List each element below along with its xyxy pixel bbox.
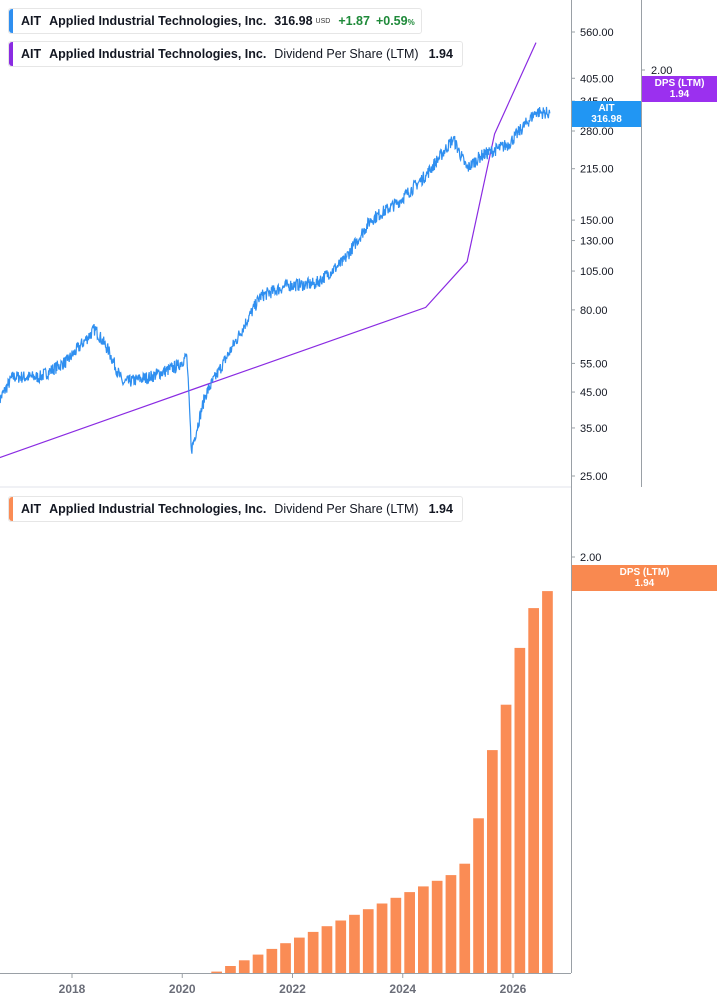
dps-bar — [252, 954, 264, 973]
dps-bar — [459, 863, 471, 973]
legend-company-name: Applied Industrial Technologies, Inc. — [49, 502, 267, 516]
dps-bar — [321, 926, 333, 973]
dps-bottom-tag-label: DPS (LTM) — [619, 567, 670, 578]
dps-line-legend-color — [9, 42, 13, 66]
legend-company-name: Applied Industrial Technologies, Inc. — [49, 47, 267, 61]
dps-bar — [418, 886, 429, 973]
dps-bar — [445, 875, 457, 973]
price-tick-label: 280.00 — [580, 126, 614, 138]
dps-bottom-axis-tag: DPS (LTM) 1.94 — [572, 565, 717, 591]
time-tick-label: 2018 — [59, 982, 86, 996]
dps-bar — [238, 960, 250, 973]
price-legend[interactable]: AIT Applied Industrial Technologies, Inc… — [8, 8, 422, 34]
price-tick-label: 25.00 — [580, 471, 608, 483]
legend-metric-value: 1.94 — [428, 47, 453, 61]
dps-bottom-tag-value: 1.94 — [634, 578, 655, 589]
price-tick-label: 45.00 — [580, 387, 608, 399]
dps-bar — [500, 704, 512, 973]
legend-change: +1.87 — [338, 14, 370, 28]
price-tag-label: AIT — [598, 103, 615, 114]
dps-bar — [225, 966, 236, 973]
dps-bar — [280, 943, 291, 973]
dps-tick-label: 2.00 — [651, 65, 672, 77]
dps-bar — [335, 920, 347, 973]
dps-top-axis-tag: DPS (LTM) 1.94 — [642, 76, 717, 102]
price-tag-value: 316.98 — [591, 114, 622, 125]
time-tick-label: 2024 — [389, 982, 416, 996]
dps-bar-series — [211, 591, 553, 973]
price-line-series — [0, 106, 551, 454]
dps-bar — [431, 880, 443, 973]
dps-bar-tick-label: 2.00 — [580, 552, 601, 564]
dps-bar — [362, 909, 374, 973]
legend-symbol: AIT — [21, 502, 42, 516]
legend-metric-name: Dividend Per Share (LTM) — [274, 502, 419, 516]
dps-line-series — [0, 42, 537, 459]
dps-bar — [376, 903, 388, 973]
price-tick-label: 55.00 — [580, 358, 608, 370]
legend-company-name: Applied Industrial Technologies, Inc. — [49, 14, 267, 28]
dps-top-tag-label: DPS (LTM) — [654, 78, 705, 89]
price-tick-label: 35.00 — [580, 423, 608, 435]
dps-bar — [349, 914, 360, 973]
dps-bar — [211, 971, 222, 973]
dps-line-legend[interactable]: AIT Applied Industrial Technologies, Inc… — [8, 41, 463, 67]
dps-bar — [294, 937, 305, 973]
price-tick-label: 560.00 — [580, 27, 614, 39]
time-tick-label: 2022 — [279, 982, 306, 996]
legend-change-percent: +0.59% — [375, 14, 415, 28]
dps-bar — [390, 897, 402, 973]
dps-top-tag-value: 1.94 — [669, 89, 690, 100]
price-tick-label: 215.00 — [580, 164, 614, 176]
dps-bar — [404, 892, 415, 973]
dps-bar — [528, 608, 539, 973]
time-tick-label: 2026 — [500, 982, 527, 996]
legend-symbol: AIT — [21, 14, 42, 28]
dps-bar — [487, 750, 498, 973]
dps-bar — [307, 931, 319, 973]
price-tick-label: 150.00 — [580, 215, 614, 227]
price-tick-label: 130.00 — [580, 236, 614, 248]
price-tick-label: 105.00 — [580, 266, 614, 278]
dps-bar-legend-color — [9, 497, 13, 521]
legend-metric-value: 1.94 — [428, 502, 453, 516]
price-tick-label: 405.00 — [580, 73, 614, 85]
price-legend-color — [9, 9, 13, 33]
legend-currency: USD — [315, 17, 331, 25]
dps-bar-legend[interactable]: AIT Applied Industrial Technologies, Inc… — [8, 496, 463, 522]
price-tick-label: 80.00 — [580, 305, 608, 317]
dps-bar — [266, 948, 278, 973]
legend-price-value: 316.98 — [274, 14, 313, 28]
legend-symbol: AIT — [21, 47, 42, 61]
legend-metric-name: Dividend Per Share (LTM) — [274, 47, 419, 61]
price-axis-tag: AIT 316.98 — [572, 101, 641, 127]
dps-bar — [473, 818, 484, 973]
dps-bar — [514, 647, 526, 973]
dps-bar — [542, 591, 553, 973]
time-tick-label: 2020 — [169, 982, 196, 996]
